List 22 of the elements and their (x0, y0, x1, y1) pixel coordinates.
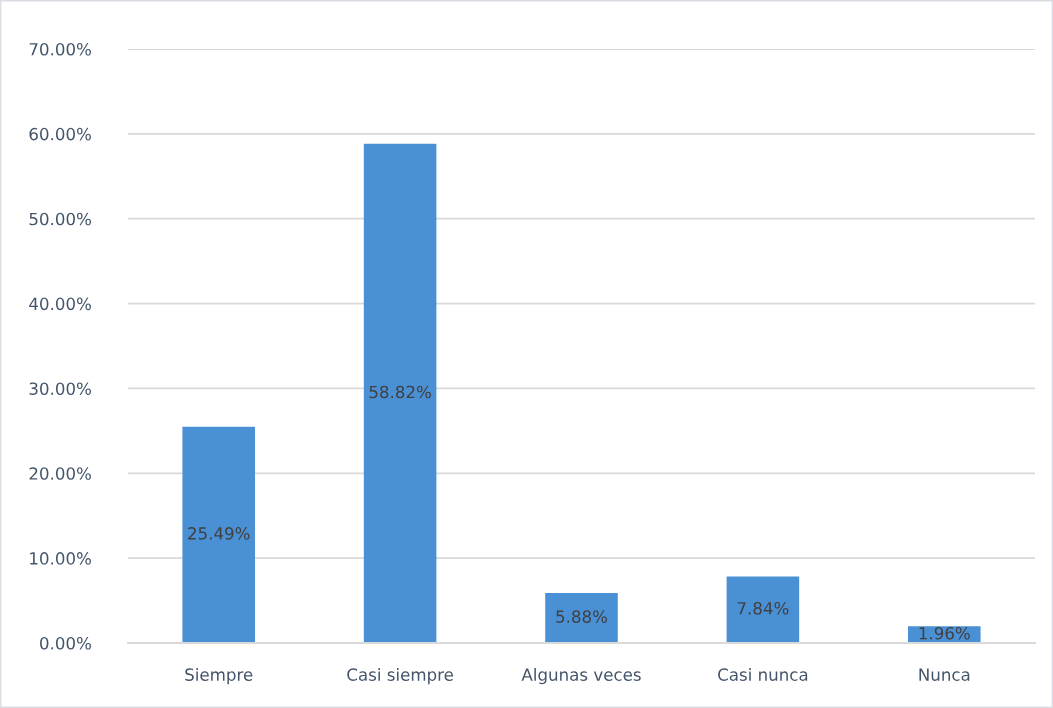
x-tick-label: Casi siempre (347, 668, 453, 685)
bar (363, 143, 437, 643)
y-tick-label: 60.00% (29, 127, 91, 141)
bar (545, 593, 618, 643)
bar (182, 426, 255, 643)
x-tick-label: Siempre (185, 668, 253, 685)
data-label: 58.82% (369, 385, 431, 399)
y-tick-label: 70.00% (29, 42, 91, 56)
y-tick-label: 10.00% (30, 552, 91, 565)
data-label: 25.49% (188, 527, 250, 540)
data-label: 1.96% (919, 626, 970, 640)
y-tick-label: 0.00% (40, 636, 91, 650)
x-tick-label: Algunas veces (521, 668, 641, 685)
x-tick-label: Nunca (919, 668, 970, 681)
y-tick-label: 30.00% (29, 382, 91, 395)
y-tick-label: 40.00% (29, 297, 91, 311)
data-label: 5.88% (556, 610, 608, 623)
y-tick-label: 50.00% (29, 212, 91, 226)
y-tick-label: 20.00% (29, 467, 91, 480)
x-tick-label: Casi nunca (718, 668, 808, 681)
bar (726, 576, 800, 643)
data-label: 7.84% (737, 601, 789, 615)
